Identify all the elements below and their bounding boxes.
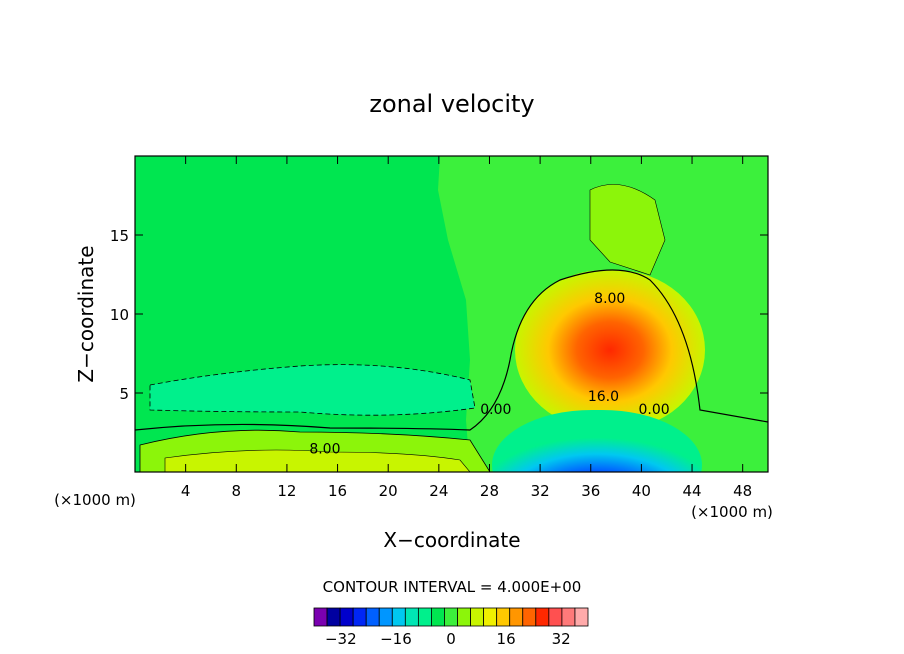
- y-axis-ticks: 5 10 15: [110, 227, 768, 403]
- colorbar-swatch: [509, 607, 524, 627]
- contour-value-label: 0.00: [638, 402, 669, 418]
- colorbar-swatch: [496, 607, 511, 627]
- negative-jet-core: [492, 410, 702, 472]
- x-unit-label-right: (×1000 m): [691, 503, 773, 521]
- colorbar-swatch: [365, 607, 380, 627]
- colorbar-swatch: [313, 607, 328, 627]
- colorbar-swatch: [535, 607, 550, 627]
- contour-labels: 8.00 16.0 0.00 0.00 8.00: [309, 291, 669, 457]
- contour-value-label: 16.0: [588, 389, 619, 405]
- x-unit-label-left: (×1000 m): [54, 491, 136, 509]
- x-axis-label: X−coordinate: [383, 528, 520, 552]
- x-tick-label: 40: [632, 482, 651, 500]
- y-tick-label: 5: [119, 385, 129, 403]
- colorbar-swatch: [522, 607, 537, 627]
- colorbar-swatch: [470, 607, 485, 627]
- x-tick-label: 20: [379, 482, 398, 500]
- colorbar-swatch: [326, 607, 341, 627]
- x-tick-label: 4: [181, 482, 191, 500]
- colorbar-swatch: [483, 607, 498, 627]
- x-tick-label: 8: [232, 482, 242, 500]
- x-tick-label: 28: [480, 482, 499, 500]
- colorbar-swatch: [339, 607, 354, 627]
- colorbar-tick-label: −16: [380, 630, 412, 648]
- positive-jet-core: [515, 270, 705, 430]
- colorbar-swatch: [431, 607, 445, 627]
- y-axis-label: Z−coordinate: [74, 245, 98, 382]
- x-tick-label: 16: [328, 482, 347, 500]
- colorbar-swatch: [404, 607, 419, 627]
- upper-plume: [589, 184, 666, 276]
- x-tick-label: 32: [531, 482, 550, 500]
- x-tick-label: 48: [733, 482, 752, 500]
- y-tick-label: 10: [110, 306, 129, 324]
- colorbar-tick-label: −32: [325, 630, 357, 648]
- colorbar-tick-labels: −32 −16 0 16 32: [325, 630, 571, 648]
- colorbar-swatch: [561, 607, 576, 627]
- surface-band-inner: [164, 449, 471, 472]
- colorbar-swatch: [417, 607, 432, 627]
- contour-value-label: 0.00: [480, 402, 511, 418]
- colorbar-swatch: [457, 607, 471, 627]
- y-tick-label: 15: [110, 227, 129, 245]
- contour-value-label: 8.00: [309, 441, 340, 457]
- colorbar: [313, 607, 589, 627]
- colorbar-swatch: [574, 607, 589, 627]
- x-tick-label: 36: [581, 482, 600, 500]
- plot-area: [135, 156, 768, 472]
- x-tick-label: 24: [429, 482, 448, 500]
- negative-band: [149, 364, 476, 416]
- contour-value-label: 8.00: [594, 291, 625, 307]
- colorbar-swatch: [378, 607, 393, 627]
- colorbar-swatch: [548, 607, 563, 627]
- zero-contour: [135, 269, 768, 431]
- x-tick-label: 12: [277, 482, 296, 500]
- colorbar-swatch: [444, 607, 458, 627]
- x-axis-ticks: 4 8 12 16 20 24 28 32 36 40 44 48: [181, 156, 752, 500]
- colorbar-tick-label: 16: [497, 630, 516, 648]
- colorbar-tick-label: 32: [552, 630, 571, 648]
- colorbar-swatch: [352, 607, 367, 627]
- chart-title: zonal velocity: [369, 90, 534, 118]
- contour-interval-label: CONTOUR INTERVAL = 4.000E+00: [323, 578, 582, 596]
- x-tick-label: 44: [682, 482, 701, 500]
- colorbar-swatch: [391, 607, 406, 627]
- colorbar-tick-label: 0: [446, 630, 456, 648]
